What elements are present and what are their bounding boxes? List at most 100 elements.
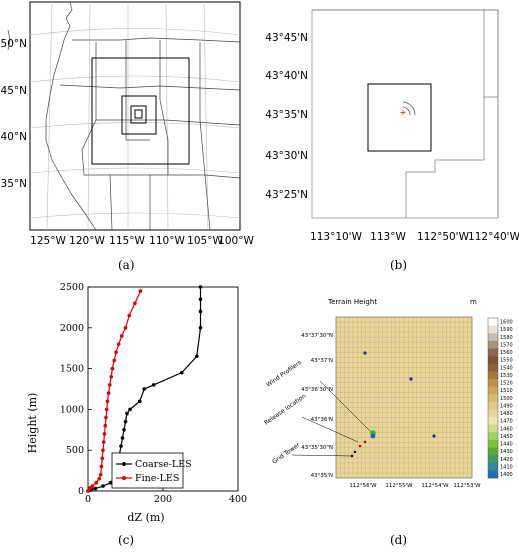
colorbar-swatch: [488, 424, 498, 433]
lat-label: 43°36'30"N: [301, 387, 333, 393]
colorbar-label: 1530: [500, 373, 513, 379]
domain-d01-box: [91, 57, 190, 165]
colorbar-label: 1430: [500, 449, 513, 455]
wind-profiler-point: [432, 434, 436, 438]
colorbar-label: 1420: [500, 457, 513, 463]
y-axis-label: Height (m): [26, 393, 39, 454]
map-a-lat-labels: 50°N 45°N 40°N 35°N: [1, 38, 27, 190]
map-b-boundaries: [312, 9, 499, 218]
data-point: [125, 411, 129, 416]
domain-d02-box: [121, 95, 157, 135]
y-tick-label: 2000: [60, 323, 84, 334]
colorbar-swatch: [488, 409, 498, 418]
map-a-lon-labels: 125°W 120°W 115°W 110°W 105°W 100°W: [30, 235, 254, 247]
grid-tower-point: [353, 450, 357, 454]
lon-label: 112°54'W: [421, 483, 449, 489]
data-point: [123, 419, 128, 424]
legend-marker-fine: [122, 476, 126, 480]
colorbar-swatch: [488, 371, 498, 380]
colorbar-swatch: [488, 386, 498, 395]
wind-profiler-point: [370, 433, 376, 439]
colorbar-label: 1410: [500, 464, 513, 470]
release-arcs: [402, 101, 416, 116]
lon-label: 113°10'W: [310, 231, 363, 243]
data-point: [198, 285, 203, 289]
colorbar-swatch: [488, 462, 498, 471]
y-tick-label: 1000: [60, 404, 84, 415]
lat-label: 50°N: [1, 38, 27, 50]
chart-legend: Coarse-LES Fine-LES: [111, 452, 192, 489]
lon-label: 100°W: [218, 235, 254, 247]
legend-box: [111, 452, 184, 489]
colorbar-label: 1460: [500, 426, 513, 432]
colorbar-swatch: [488, 318, 498, 326]
caption-d: (d): [390, 533, 408, 547]
lat-label: 43°25'N: [265, 189, 308, 201]
colorbar-label: 1550: [500, 358, 513, 364]
data-point: [119, 444, 123, 448]
terrain-height-map: Terrain Height m 43°37'30"N 43°37'N 43°3…: [263, 298, 513, 489]
panel-c: 0 200 400 0 500 1000 1500 2000 2500 dZ (m) Heigh…: [0, 275, 260, 550]
data-point: [108, 481, 113, 485]
map-d-unit: m: [470, 298, 477, 306]
data-point: [122, 428, 126, 432]
lon-label: 112°40'W: [468, 231, 519, 243]
data-point: [106, 391, 111, 395]
colorbar-swatch: [488, 447, 498, 456]
colorbar-swatch: [488, 439, 498, 448]
lon-label: 105°W: [187, 235, 223, 247]
map-a-boundaries: [7, 1, 241, 231]
colorbar-swatch: [488, 363, 498, 372]
colorbar-swatch: [488, 340, 498, 349]
release-location-point: [363, 440, 367, 444]
data-point: [110, 366, 115, 371]
colorbar-swatch: [488, 394, 498, 403]
data-point: [103, 423, 108, 428]
data-point: [98, 472, 103, 477]
y-tick-label: 500: [66, 445, 84, 456]
map-b-lon-labels: 113°10'W 113°W 112°50'W 112°40'W: [310, 231, 519, 243]
legend-label-coarse: Coarse-LES: [135, 459, 192, 470]
data-point: [198, 326, 203, 330]
data-point: [101, 448, 105, 452]
annotation-wind-profilers: Wind Profilers: [265, 359, 303, 388]
lon-label: 112°50'W: [417, 231, 470, 243]
data-point: [99, 464, 104, 469]
lon-label: 110°W: [149, 235, 185, 247]
colorbar-swatch: [488, 356, 498, 365]
data-point: [94, 481, 99, 485]
caption-c: (c): [118, 533, 135, 547]
lon-label: 113°W: [370, 231, 406, 243]
colorbar-label: 1560: [500, 350, 513, 356]
panel-a: 50°N 45°N 40°N 35°N 125°W 120°W 115°W 11…: [0, 0, 260, 275]
lon-label: 112°55'W: [385, 483, 413, 489]
colorbar-swatch: [488, 378, 498, 387]
map-d-title: Terrain Height: [327, 298, 377, 306]
data-point: [104, 407, 109, 412]
data-point: [107, 383, 112, 387]
domain-d04-box: [134, 109, 143, 119]
data-point: [109, 374, 114, 379]
lat-label: 43°30'N: [265, 150, 308, 162]
panel-d: Terrain Height m 43°37'30"N 43°37'N 43°3…: [260, 275, 519, 550]
panel-b: + 43°45'N 43°40'N 43°35'N 43°30'N 43°25'…: [260, 0, 519, 275]
data-point: [179, 370, 184, 375]
caption-b: (b): [390, 258, 408, 272]
colorbar-frame: [487, 317, 499, 479]
data-point: [137, 399, 142, 404]
data-point: [142, 387, 147, 391]
data-point: [114, 350, 118, 355]
legend-marker-coarse: [122, 462, 126, 466]
annotation-release-location: Release location: [263, 393, 307, 427]
data-point: [120, 436, 125, 440]
colorbar-swatch: [488, 432, 498, 441]
data-point: [198, 297, 203, 302]
lat-label: 35°N: [1, 178, 27, 190]
domain-d04-box-zoom: [367, 83, 432, 152]
lon-label: 125°W: [30, 235, 66, 247]
colorbar-label: 1400: [500, 472, 513, 478]
colorbar-label: 1540: [500, 365, 513, 371]
map-domains-nested: 50°N 45°N 40°N 35°N 125°W 120°W 115°W 11…: [1, 1, 254, 247]
data-point: [93, 486, 98, 491]
